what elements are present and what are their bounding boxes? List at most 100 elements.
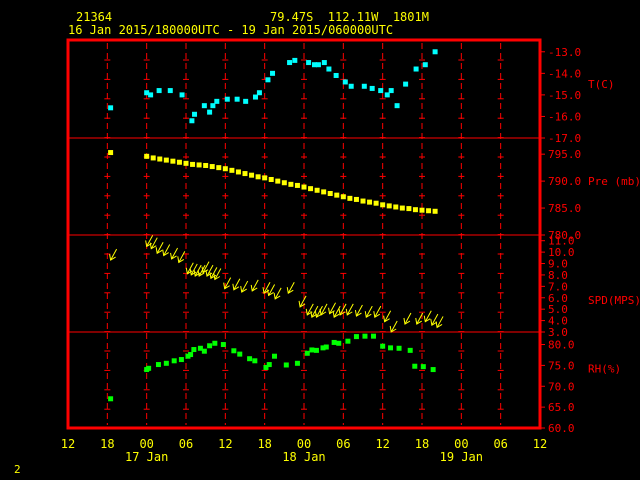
- wind-arrow: [423, 310, 432, 323]
- page-number: 2: [14, 463, 21, 476]
- wind-arrow-shaft: [241, 280, 249, 293]
- data-point: [370, 333, 376, 339]
- data-point: [336, 340, 342, 346]
- x-tick-label: 00: [139, 437, 153, 451]
- date-label: 19 Jan: [440, 450, 483, 464]
- wind-arrow-head: [170, 252, 177, 260]
- data-point: [249, 172, 255, 178]
- wind-arrow: [354, 304, 363, 317]
- wind-arrow: [430, 313, 439, 326]
- data-point: [179, 92, 185, 98]
- wind-arrow: [250, 279, 259, 292]
- wind-arrow: [286, 281, 295, 295]
- data-point: [255, 174, 261, 180]
- data-point: [314, 187, 320, 193]
- chart-frame: [66, 38, 542, 430]
- data-point: [373, 200, 379, 206]
- wind-arrow: [389, 320, 398, 333]
- wind-arrow: [345, 303, 354, 316]
- data-point: [311, 62, 317, 68]
- wind-arrow-head: [389, 325, 397, 333]
- data-point: [388, 345, 394, 351]
- data-point: [432, 49, 438, 55]
- wind-arrow-shaft: [198, 264, 206, 277]
- data-point: [270, 70, 276, 76]
- y-tick-label: -13.0: [548, 46, 581, 59]
- wind-arrow-head: [286, 287, 294, 295]
- wind-arrow-head: [298, 300, 306, 308]
- data-point: [323, 344, 329, 350]
- data-point: [144, 153, 150, 159]
- data-point: [422, 62, 428, 68]
- data-point: [171, 358, 177, 364]
- data-point: [281, 180, 287, 186]
- data-point: [272, 353, 277, 359]
- wind-arrow-shaft: [156, 242, 164, 254]
- wind-arrow-shaft: [436, 316, 444, 328]
- x-tick-label: 00: [454, 437, 468, 451]
- wind-arrow-head: [250, 284, 258, 292]
- wind-arrow-shaft: [306, 303, 314, 316]
- data-point: [432, 208, 438, 214]
- data-point: [320, 345, 326, 351]
- data-point: [378, 88, 384, 94]
- y-tick-label: 8.0: [548, 269, 568, 282]
- wind-arrow-head: [162, 249, 169, 257]
- data-point: [353, 334, 359, 340]
- wind-arrow-shaft: [251, 279, 259, 292]
- data-point: [388, 88, 394, 94]
- data-point: [309, 347, 315, 353]
- data-point: [262, 175, 268, 181]
- wind-arrow: [223, 277, 232, 290]
- data-point: [288, 181, 294, 187]
- x-tick-label: 12: [61, 437, 75, 451]
- wind-arrow-shaft: [316, 305, 323, 318]
- panel-label: SPD(MPS): [588, 294, 640, 307]
- data-point: [196, 162, 202, 168]
- wind-arrow-head: [364, 311, 372, 318]
- data-point: [347, 195, 353, 201]
- wind-arrow-shaft: [404, 312, 412, 325]
- data-point: [292, 57, 298, 63]
- data-point: [420, 364, 426, 370]
- data-point: [294, 360, 300, 366]
- data-point: [108, 396, 114, 402]
- wind-arrow-shaft: [424, 310, 432, 322]
- data-point: [235, 169, 241, 175]
- wind-arrow: [109, 248, 118, 261]
- data-point: [167, 88, 173, 94]
- data-point: [156, 88, 162, 94]
- data-point: [321, 189, 327, 195]
- y-tick-label: 6.0: [548, 292, 568, 305]
- wind-arrow-head: [423, 315, 431, 323]
- x-tick-label: 12: [375, 437, 389, 451]
- data-point: [252, 358, 258, 364]
- data-point: [163, 157, 169, 163]
- y-tick-label: 7.0: [548, 280, 568, 293]
- wind-arrow-head: [145, 240, 152, 248]
- x-tick-label: 18: [415, 437, 429, 451]
- y-tick-label: 780.0: [548, 229, 581, 242]
- data-point: [108, 150, 114, 156]
- data-point: [386, 203, 392, 209]
- y-tick-label: 5.0: [548, 303, 568, 316]
- time-period: 16 Jan 2015/180000UTC - 19 Jan 2015/0600…: [68, 23, 394, 37]
- y-tick-label: 790.0: [548, 175, 581, 188]
- data-point: [189, 118, 195, 124]
- panel-label: T(C): [588, 78, 615, 91]
- data-point: [353, 196, 359, 202]
- data-point: [380, 202, 386, 208]
- wind-arrow-shaft: [274, 287, 282, 300]
- data-point: [229, 167, 235, 173]
- data-point: [212, 340, 218, 346]
- y-tick-label: 4.0: [548, 315, 568, 328]
- data-point: [384, 92, 390, 98]
- wind-arrow: [240, 280, 249, 293]
- data-point: [426, 208, 432, 214]
- data-point: [403, 81, 409, 87]
- data-point: [146, 365, 152, 371]
- y-tick-label: 3.0: [548, 326, 568, 339]
- wind-arrow: [435, 316, 444, 329]
- data-point: [361, 83, 367, 89]
